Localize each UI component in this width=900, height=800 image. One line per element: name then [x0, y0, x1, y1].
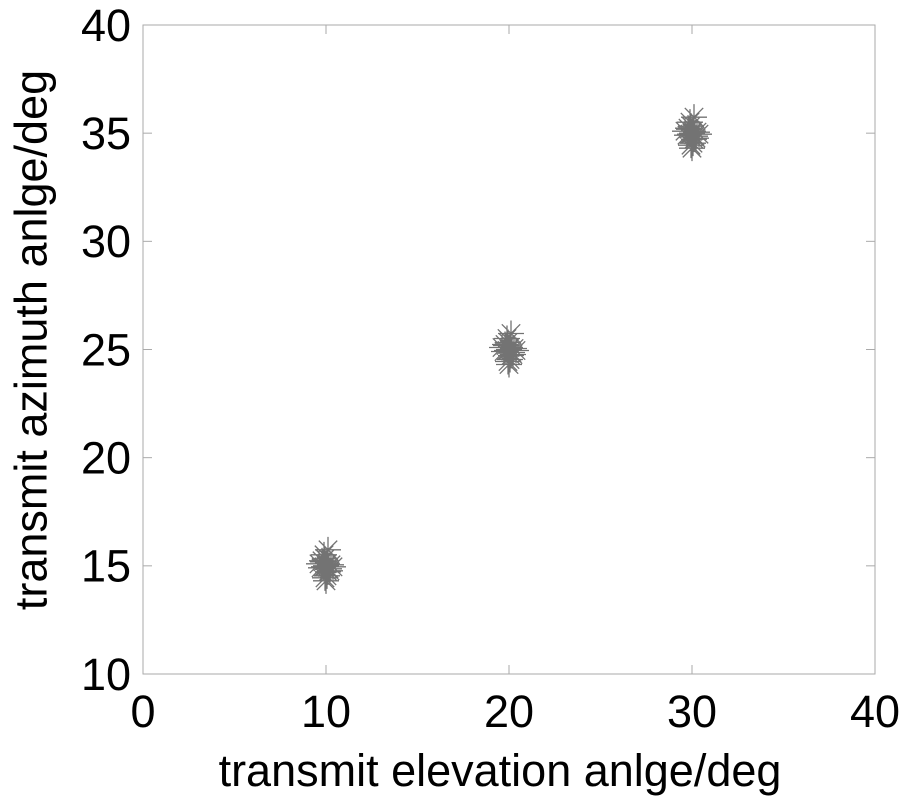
data-cluster-30-35: [672, 104, 712, 162]
y-tick-label: 15: [81, 541, 131, 592]
y-tick-label: 20: [81, 432, 131, 483]
asterisk-marker-group: [306, 536, 346, 594]
y-tick-label: 25: [81, 324, 131, 375]
x-tick-label: 0: [130, 686, 155, 737]
y-tick-label: 35: [81, 108, 131, 159]
y-tick-label: 10: [81, 649, 131, 700]
data-cluster-20-25: [489, 320, 529, 378]
x-axis-label: transmit elevation anlge/deg: [218, 745, 782, 796]
x-tick-label: 20: [484, 686, 534, 737]
x-tick-labels: 0 10 20 30 40: [130, 686, 900, 737]
y-tick-labels: 10 15 20 25 30 35 40: [81, 0, 131, 700]
x-tick-label: 30: [667, 686, 717, 737]
y-tick-label: 30: [81, 216, 131, 267]
x-tick-label: 10: [301, 686, 351, 737]
asterisk-marker-group: [489, 320, 529, 378]
y-tick-label: 40: [81, 0, 131, 51]
x-tick-label: 40: [850, 686, 900, 737]
y-axis-label: transmit azimuth anlge/deg: [5, 69, 57, 611]
axis-ticks: [142, 24, 876, 675]
data-cluster-10-15: [306, 536, 346, 594]
asterisk-marker-group: [672, 104, 712, 162]
